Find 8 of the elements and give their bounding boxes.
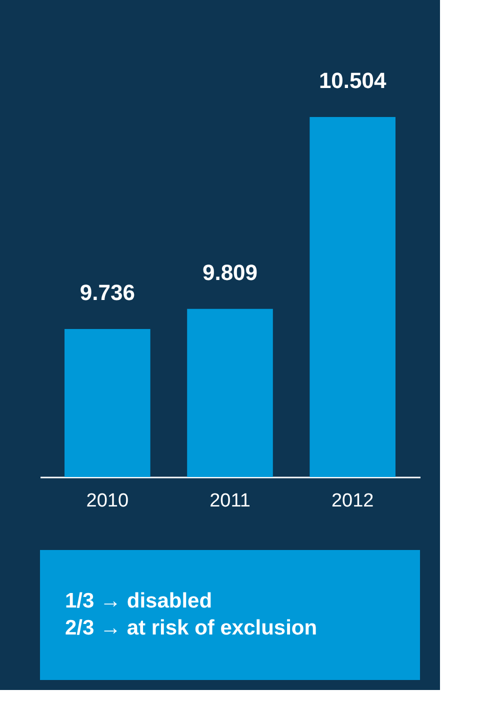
text: 1/3 → disabled: [65, 590, 212, 612]
data-label: 9.736: [80, 280, 135, 306]
x-tick-label: 2010: [86, 490, 129, 512]
data-label: 9.809: [202, 260, 258, 285]
x-tick-label: 2011: [210, 490, 250, 512]
data-label: 10.504: [318, 68, 387, 93]
text: 2/3 → at risk of exclusion: [65, 616, 318, 640]
x-tick-label: 2012: [331, 490, 374, 512]
